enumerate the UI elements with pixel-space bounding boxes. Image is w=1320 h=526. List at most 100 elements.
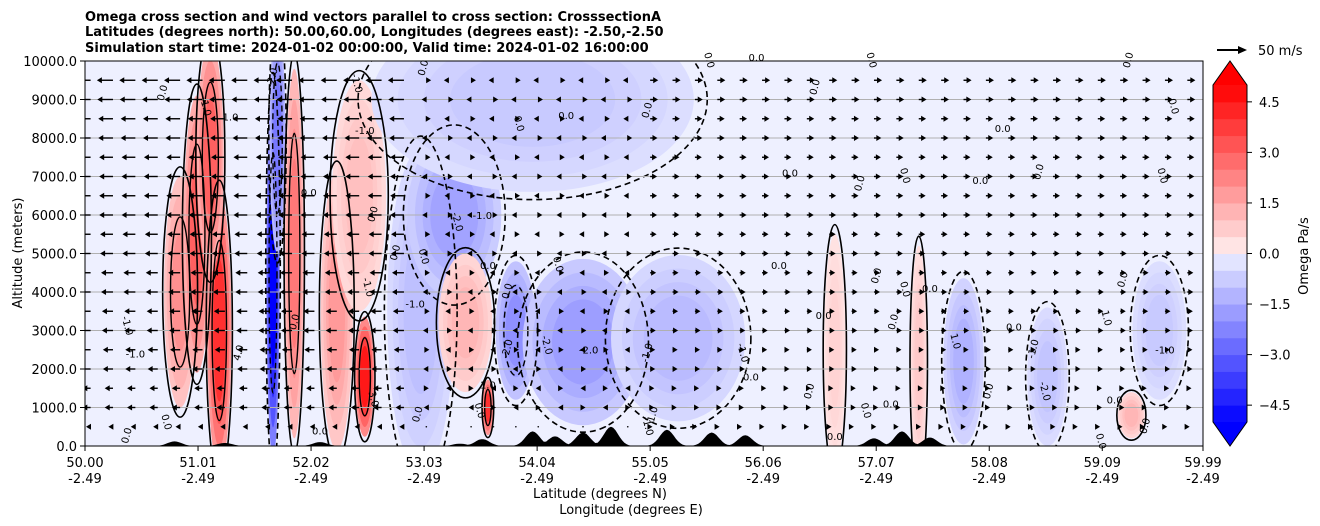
colorbar-tick-label: −3.0	[1259, 349, 1291, 364]
wind-vector	[121, 192, 136, 199]
wind-vector	[350, 404, 360, 411]
wind-vector	[560, 115, 566, 122]
y-axis-label: Altitude (meters)	[11, 198, 26, 309]
wind-vector	[349, 366, 360, 372]
wind-vector	[1187, 173, 1195, 180]
wind-vector	[1030, 289, 1037, 295]
wind-vector	[626, 327, 632, 334]
wind-vector	[604, 154, 610, 161]
wind-vector	[1097, 135, 1106, 141]
wind-vector	[717, 173, 725, 180]
wind-vector	[387, 77, 404, 84]
wind-vector	[1053, 212, 1060, 218]
contour-line	[940, 270, 987, 446]
wind-vector	[604, 192, 610, 199]
wind-vector	[918, 77, 927, 84]
wind-vector	[235, 269, 248, 276]
wind-vector	[829, 154, 837, 161]
wind-vector	[873, 135, 882, 141]
wind-vector	[302, 289, 315, 295]
wind-vector	[649, 385, 655, 392]
contour-label: 0.0	[743, 373, 759, 384]
wind-vector	[376, 423, 382, 430]
x-tick-label-lat: 59.09	[1084, 456, 1121, 471]
wind-vector	[739, 366, 745, 372]
wind-vector	[470, 425, 472, 428]
wind-vector	[214, 366, 225, 372]
wind-vector	[533, 115, 539, 122]
wind-vector	[445, 269, 451, 276]
wind-vector	[873, 404, 879, 411]
contour-label: 0.0	[480, 261, 496, 272]
wind-vector	[234, 250, 248, 257]
wind-vector	[1075, 96, 1084, 103]
wind-vector	[1142, 173, 1150, 180]
contour-label: 0.0	[416, 248, 431, 266]
wind-vector	[1050, 423, 1056, 430]
colorbar-band	[1213, 253, 1247, 271]
y-tick-label: 6000.0	[32, 209, 78, 224]
contour-label: 0.0	[501, 282, 516, 300]
wind-vector	[559, 192, 565, 199]
wind-vector	[85, 252, 91, 255]
contour-label: -1.0	[355, 126, 375, 137]
wind-vector	[371, 346, 382, 353]
wind-vector	[851, 135, 859, 141]
wind-vector	[1005, 423, 1011, 430]
wind-vector	[941, 192, 949, 199]
wind-vector	[421, 135, 427, 141]
wind-vector	[692, 423, 698, 430]
wind-vector	[578, 77, 584, 84]
contour-label: -1.0	[359, 277, 375, 299]
wind-vector	[556, 250, 562, 257]
wind-vector	[302, 269, 315, 276]
wind-vector	[601, 250, 607, 257]
wind-vector	[235, 289, 248, 295]
wind-vector	[490, 308, 496, 315]
wind-vector	[626, 250, 632, 257]
wind-vector	[421, 96, 427, 103]
wind-vector	[512, 289, 518, 295]
wind-vector	[738, 385, 744, 392]
wind-vector	[602, 404, 608, 411]
wind-vector	[873, 250, 881, 257]
wind-vector	[1120, 173, 1128, 180]
x-tick-label-lon: -2.49	[1186, 472, 1220, 487]
wind-vector	[581, 366, 587, 372]
wind-vector	[99, 173, 113, 180]
wind-vector	[650, 173, 658, 180]
contour-label: 0.0	[312, 426, 328, 437]
wind-vector	[425, 425, 428, 428]
wind-vector	[320, 77, 337, 84]
wind-vector	[425, 192, 431, 199]
contour-label: 0.0	[701, 51, 716, 69]
contour-label: 0.0	[301, 188, 317, 199]
wind-vector	[1142, 212, 1150, 218]
x-tick-label-lon: -2.49	[294, 472, 328, 487]
wind-vector	[130, 423, 136, 430]
contour-label: 0.0	[887, 313, 902, 331]
wind-vector	[873, 366, 880, 372]
contour-label: -1.0	[197, 96, 213, 118]
wind-vector	[829, 269, 836, 276]
wind-vector	[941, 135, 949, 141]
wind-vector	[1120, 231, 1127, 238]
wind-vector	[1075, 269, 1082, 276]
wind-vector	[672, 269, 679, 276]
wind-vector	[557, 327, 563, 334]
title-line-2: Latitudes (degrees north): 50.00,60.00, …	[85, 25, 664, 40]
wind-vector	[306, 385, 315, 392]
wind-vector	[985, 346, 991, 353]
wind-vector	[1030, 96, 1039, 103]
contour-label: 4.0	[232, 344, 247, 362]
wind-vector	[220, 423, 226, 430]
wind-vector	[1053, 192, 1060, 199]
wind-vector	[446, 404, 452, 411]
wind-vector	[1117, 423, 1123, 430]
wind-vector	[238, 385, 248, 392]
wind-vector	[940, 385, 946, 392]
wind-vector	[149, 404, 158, 411]
wind-vector	[1186, 404, 1192, 411]
wind-vector	[447, 289, 453, 295]
wind-vector	[1053, 231, 1060, 238]
